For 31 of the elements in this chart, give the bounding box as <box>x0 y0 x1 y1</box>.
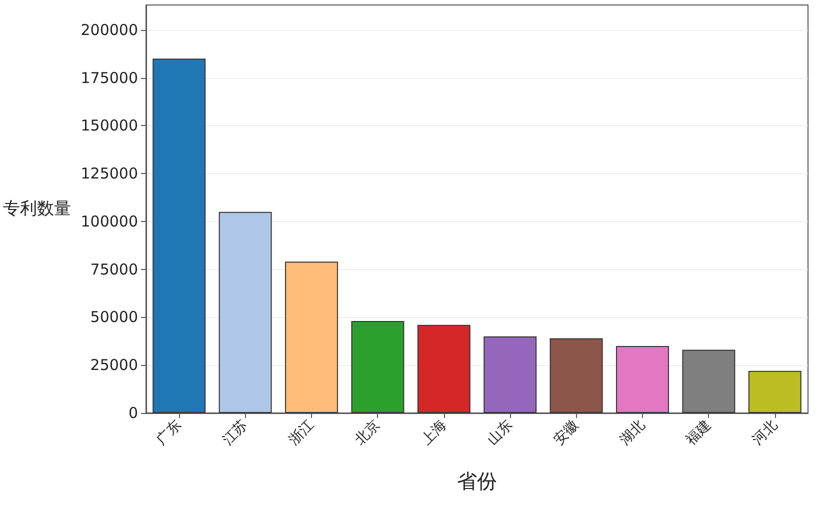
x-tick-label: 湖北 <box>617 417 648 448</box>
x-tick-label: 安徽 <box>550 417 582 448</box>
y-tick-label: 25000 <box>90 356 138 374</box>
bar <box>218 212 272 413</box>
x-tick-label: 上海 <box>418 417 450 448</box>
y-tick-label: 125000 <box>80 164 138 183</box>
y-tick-label: 150000 <box>80 116 138 135</box>
y-tick-label: 50000 <box>90 308 138 326</box>
x-axis-title: 省份 <box>457 469 497 493</box>
y-tick-label: 75000 <box>90 260 138 278</box>
x-tick-label: 浙江 <box>286 417 318 448</box>
y-axis-title: 专利数量 <box>3 199 71 219</box>
x-tick-label: 福建 <box>683 417 714 448</box>
bar <box>682 350 736 413</box>
x-tick-label: 北京 <box>352 417 384 448</box>
bar <box>748 370 802 413</box>
x-tick-label: 江苏 <box>220 417 251 448</box>
bar <box>152 58 206 413</box>
x-tick-label: 山东 <box>484 417 516 448</box>
bar <box>550 338 603 413</box>
bar <box>417 324 470 413</box>
bar <box>484 336 537 413</box>
x-tick-label: 广东 <box>154 417 185 448</box>
y-tick-label: 200000 <box>80 20 138 39</box>
y-tick-label: 175000 <box>80 68 138 87</box>
y-tick-label: 0 <box>128 404 138 422</box>
bar <box>285 262 338 413</box>
x-tick-label: 河北 <box>749 417 781 448</box>
bar <box>616 346 669 413</box>
bar <box>351 321 404 413</box>
y-tick-label: 100000 <box>80 212 138 230</box>
